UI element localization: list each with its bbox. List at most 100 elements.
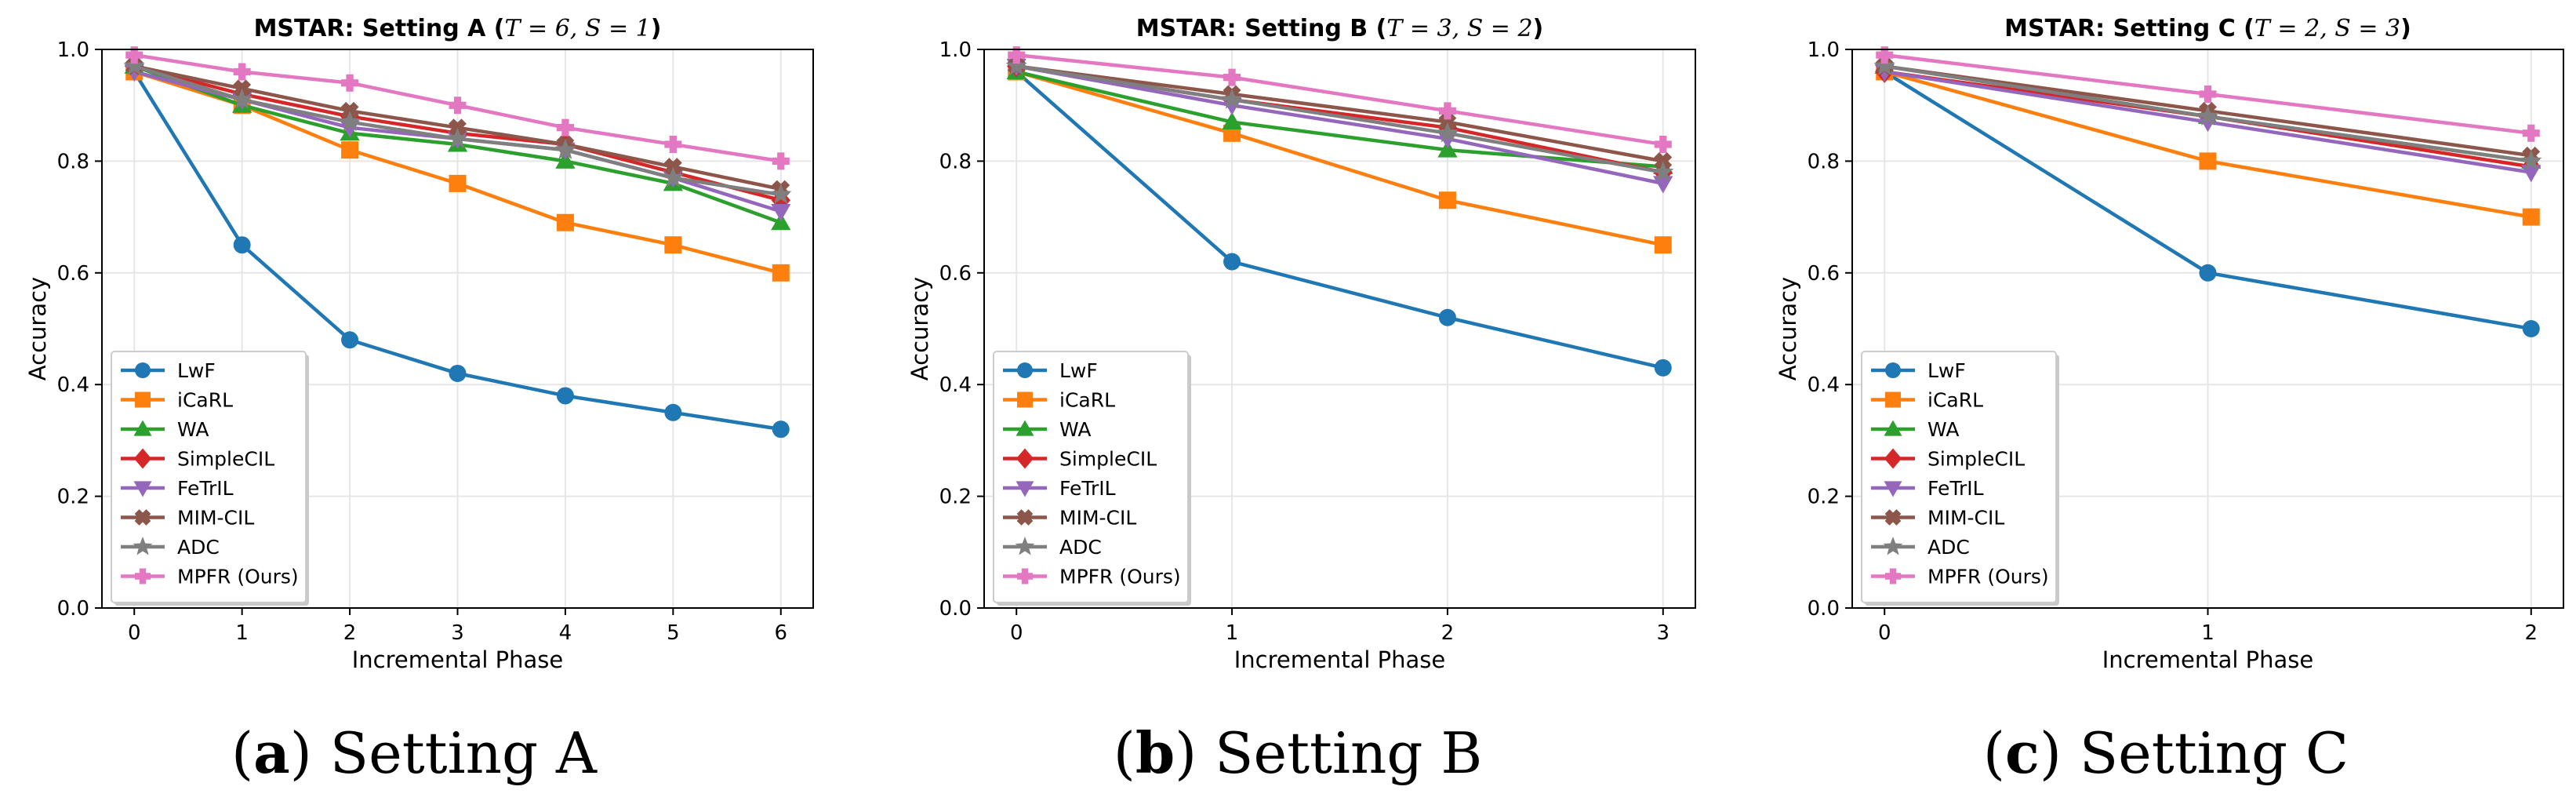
- series-adc: [123, 55, 792, 204]
- chart-panel-b: 0.0 0.2 0.4 0.6 0.8 1.0 0 1 2 3 Incremental Phase A…: [907, 15, 1696, 673]
- data-point-adc: [1873, 55, 1895, 75]
- chart-title-params: T = 3, S = 2: [1386, 15, 1532, 42]
- legend-marker: [1885, 362, 1901, 378]
- data-point-lwf: [556, 387, 574, 405]
- x-tick-label: 1: [1226, 621, 1239, 645]
- legend-label: MPFR (Ours): [177, 566, 299, 588]
- data-point-mpfr-ours: [1654, 136, 1672, 154]
- y-tick-label: 0.0: [1808, 597, 1840, 621]
- legend-entry-lwf: LwF: [121, 359, 216, 382]
- legend-label: LwF: [1927, 359, 1966, 382]
- legend-label: FeTrIL: [177, 477, 234, 500]
- data-point-lwf: [2199, 264, 2217, 282]
- data-point-adc: [231, 88, 253, 109]
- y-tick-label: 1.0: [57, 38, 89, 62]
- y-tick-label: 0.2: [57, 486, 89, 509]
- legend-label: WA: [1059, 418, 1091, 441]
- legend-marker: [1884, 420, 1902, 436]
- data-point-mpfr-ours: [1876, 46, 1894, 64]
- caption-text: Setting B: [1215, 720, 1482, 786]
- legend-label: SimpleCIL: [177, 448, 274, 471]
- series-adc: [1873, 55, 2542, 170]
- data-point-mpfr-ours: [341, 74, 359, 92]
- data-point-lwf: [1654, 359, 1672, 377]
- legend-entry-simplecil: SimpleCIL: [1003, 448, 1157, 471]
- x-tick-label: 0: [1010, 621, 1023, 645]
- series-fetril: [1874, 64, 2541, 183]
- data-point-lwf: [2522, 320, 2540, 337]
- legend-box: [993, 351, 1189, 603]
- legend-entry-adc: ADC: [1871, 536, 1970, 559]
- legend-marker: [1015, 537, 1035, 555]
- legend-entry-adc: ADC: [121, 536, 220, 559]
- data-point-adc: [2196, 105, 2219, 126]
- legend-marker: [134, 509, 151, 526]
- legend-marker: [135, 391, 151, 408]
- chart-title: MSTAR: Setting A (T = 6, S = 1): [254, 15, 662, 42]
- data-point-lwf: [1438, 308, 1456, 326]
- data-point-lwf: [341, 331, 359, 349]
- data-point-mpfr-ours: [233, 63, 251, 81]
- y-tick-label: 0.4: [57, 373, 89, 397]
- y-axis-label: Accuracy: [24, 277, 51, 380]
- legend-marker: [1017, 391, 1033, 408]
- data-point-icarl: [772, 264, 790, 282]
- caption-letter: a: [253, 719, 290, 786]
- series-line-lwf: [1015, 70, 1664, 370]
- legend-label: ADC: [1927, 536, 1970, 559]
- legend-label: MPFR (Ours): [1927, 566, 2049, 588]
- caption-text: Setting A: [330, 720, 598, 786]
- data-point-wa: [555, 151, 576, 169]
- x-tick-label: 1: [2201, 621, 2214, 645]
- chart-panel-c: 0.0 0.2 0.4 0.6 0.8 1.0 0 1 2 Incremental Phase Ac…: [1775, 15, 2564, 673]
- legend: LwF iCaRL WA SimpleCIL FeTrIL MIM-CIL ADC MPFR …: [111, 351, 309, 606]
- data-point-icarl: [449, 174, 467, 192]
- caption-open-paren: (: [1983, 720, 2005, 786]
- data-point-mpfr-ours: [556, 118, 574, 137]
- series-mpfr-ours: [1876, 46, 2540, 142]
- data-point-mpfr-ours: [2199, 85, 2217, 103]
- legend-label: SimpleCIL: [1927, 448, 2025, 471]
- data-point-mpfr-ours: [449, 96, 467, 115]
- y-tick-label: 1.0: [1808, 38, 1840, 62]
- data-point-fetril: [2197, 115, 2218, 133]
- data-point-icarl: [1438, 191, 1456, 209]
- legend-label: iCaRL: [1927, 389, 1983, 412]
- x-axis-label: Incremental Phase: [2102, 646, 2313, 673]
- x-tick-label: 0: [128, 621, 141, 645]
- data-point-mpfr-ours: [1223, 68, 1241, 86]
- legend-label: LwF: [177, 359, 216, 382]
- data-point-icarl: [664, 236, 682, 254]
- caption-close-paren: ): [1175, 720, 1215, 786]
- legend-marker: [133, 537, 153, 555]
- legend-marker: [1017, 568, 1033, 584]
- y-tick-label: 0.6: [939, 262, 972, 286]
- data-point-wa: [1437, 140, 1458, 158]
- series-adc: [1005, 55, 1674, 182]
- legend-label: MIM-CIL: [1927, 507, 2004, 530]
- legend-entry-mim-cil: MIM-CIL: [121, 507, 254, 530]
- data-point-adc: [662, 166, 684, 188]
- legend-box: [111, 351, 307, 603]
- data-point-lwf: [772, 421, 790, 439]
- series-line-mpfr-ours: [1016, 53, 1664, 147]
- caption-close-paren: ): [290, 720, 330, 786]
- data-point-adc: [1437, 122, 1459, 143]
- x-tick-label: 2: [2524, 621, 2538, 645]
- data-point-adc: [2520, 150, 2542, 170]
- caption-open-paren: (: [1114, 720, 1135, 786]
- data-point-icarl: [556, 213, 574, 231]
- plot-frame: [983, 49, 1696, 609]
- series-mpfr-ours: [125, 46, 790, 170]
- y-tick-label: 0.8: [57, 150, 89, 173]
- caption-close-paren: ): [2040, 720, 2080, 786]
- legend-entry-icarl: iCaRL: [1871, 389, 1983, 412]
- legend-label: WA: [177, 418, 209, 441]
- legend-entry-lwf: LwF: [1871, 359, 1966, 382]
- x-tick-label: 3: [1656, 621, 1669, 645]
- data-point-adc: [1005, 55, 1027, 75]
- legend-entry-fetril: FeTrIL: [1871, 477, 1984, 500]
- legend-entry-simplecil: SimpleCIL: [1871, 448, 2025, 471]
- data-point-fetril: [771, 203, 791, 222]
- y-axis-label: Accuracy: [1775, 277, 1801, 380]
